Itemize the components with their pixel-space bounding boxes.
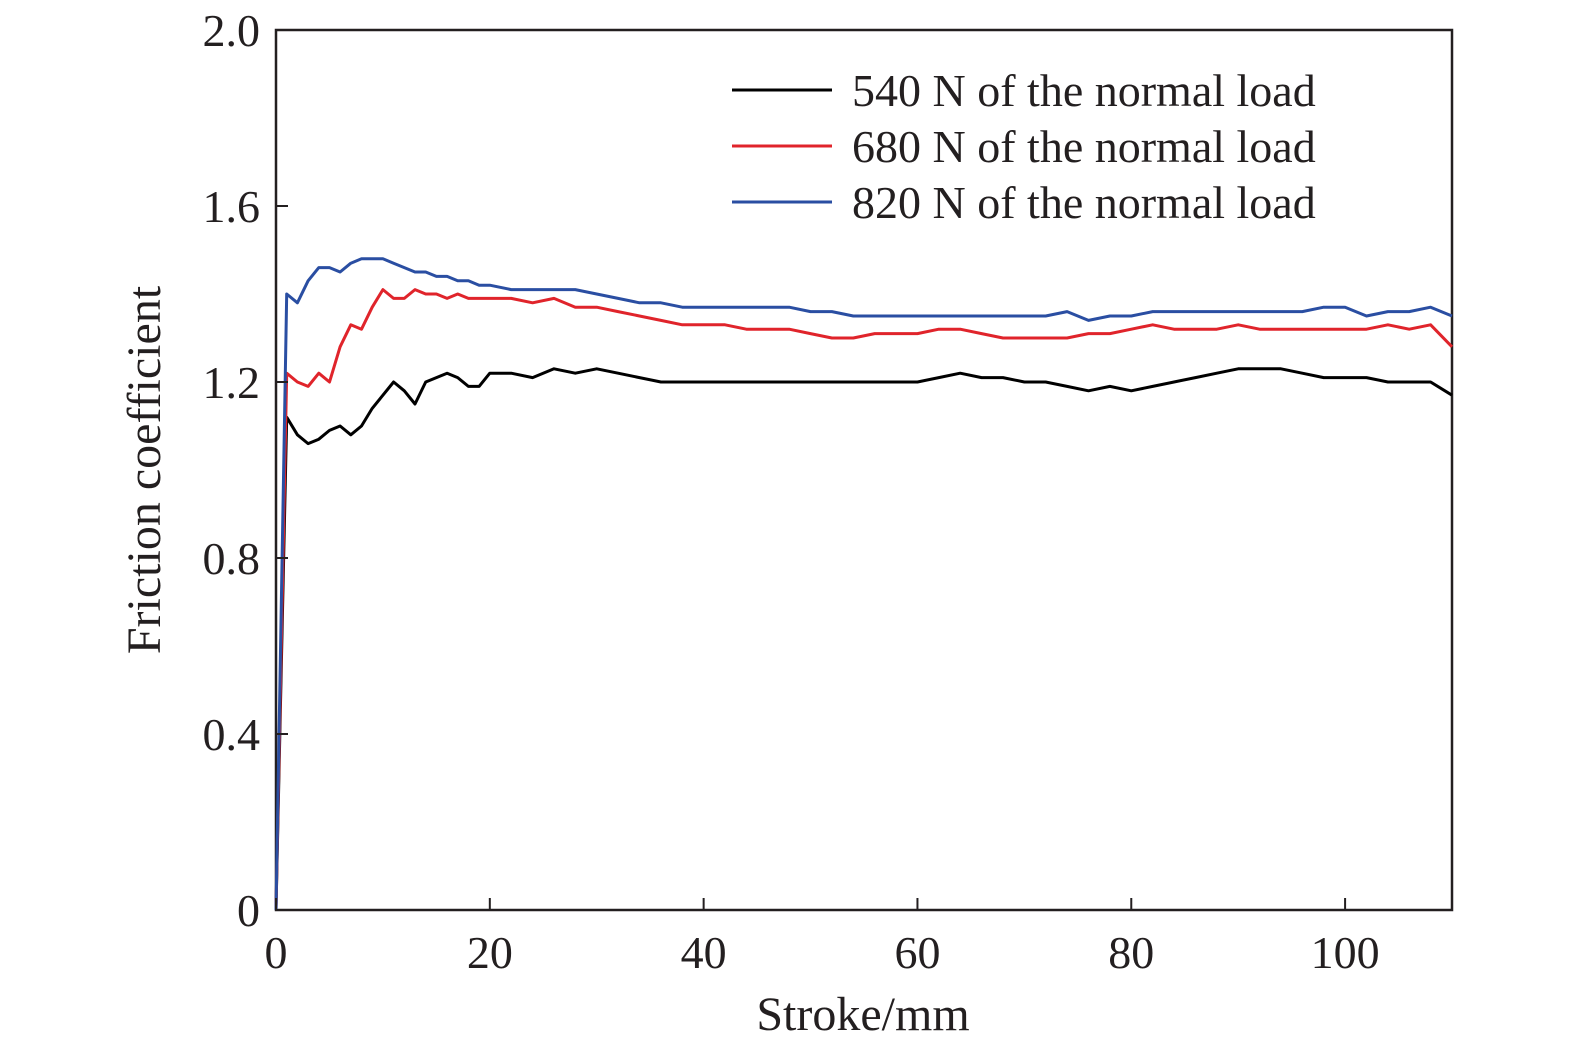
x-tick-label-60: 60 <box>894 927 940 978</box>
x-tick-label-20: 20 <box>467 927 513 978</box>
plot-frame <box>274 28 1454 912</box>
series-line-680N <box>274 288 1454 911</box>
y-axis-title: Friction coefficient <box>118 285 171 654</box>
y-tick-label-1.2: 1.2 <box>203 357 261 408</box>
legend-label-820N: 820 N of the normal load <box>852 177 1316 228</box>
series-group <box>274 257 1454 911</box>
y-tick-label-0.4: 0.4 <box>203 709 261 760</box>
x-tick-label-40: 40 <box>681 927 727 978</box>
ticks-group: 0 20 40 60 80 100 0 0.4 0.8 1.2 1.6 2.0 <box>203 5 1380 978</box>
series-line-540N <box>274 367 1453 911</box>
x-tick-label-0: 0 <box>265 927 288 978</box>
axes-group <box>274 28 1454 912</box>
legend-label-540N: 540 N of the normal load <box>852 65 1316 116</box>
y-tick-label-1.6: 1.6 <box>203 181 261 232</box>
x-axis-title: Stroke/mm <box>756 988 969 1041</box>
y-tick-label-0.8: 0.8 <box>203 533 261 584</box>
legend-label-680N: 680 N of the normal load <box>852 121 1316 172</box>
series-line-820N <box>274 257 1453 911</box>
x-tick-label-100: 100 <box>1311 927 1380 978</box>
y-tick-label-2.0: 2.0 <box>203 5 261 56</box>
x-tick-label-80: 80 <box>1108 927 1154 978</box>
y-tick-label-0: 0 <box>237 885 260 936</box>
